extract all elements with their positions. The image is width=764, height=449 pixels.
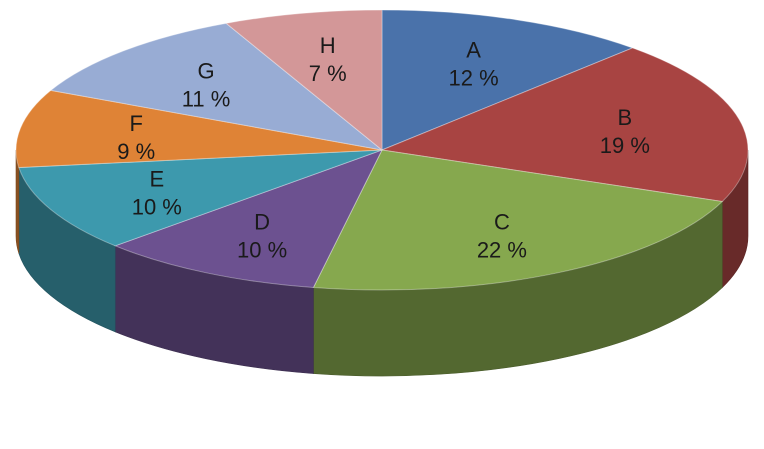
slice-label-f: F (129, 111, 142, 136)
pie-slice-f (15, 89, 383, 169)
slice-label-c: C (494, 209, 510, 234)
slice-value-g: 11 % (182, 87, 231, 112)
slice-label-g: G (197, 59, 214, 84)
slice-label-h: H (320, 33, 336, 58)
pie-slice-a (381, 9, 634, 151)
slice-label-e: E (149, 167, 164, 192)
slice-label-a: A (466, 37, 481, 62)
pie-slice-d (113, 149, 384, 289)
slice-label-d: D (254, 209, 270, 234)
pie-slice-b (380, 47, 749, 203)
pie-slice-c (312, 149, 724, 291)
pie-slice-e (18, 149, 383, 247)
pie-slice-h (225, 9, 383, 152)
slice-value-c: 22 % (477, 237, 527, 262)
slice-value-d: 10 % (237, 237, 287, 262)
pie-tops (15, 9, 749, 291)
pie-slice-g (49, 22, 383, 151)
slice-value-h: 7 % (309, 61, 347, 86)
slice-value-e: 10 % (132, 195, 182, 220)
slice-label-b: B (618, 105, 633, 130)
pie-sides (15, 149, 749, 377)
pie-labels: A 12 % B 19 % C 22 % D 10 % E 10 % F 9 % G 11 % H 7 % (117, 33, 650, 262)
slice-value-b: 19 % (600, 133, 650, 158)
slice-value-f: 9 % (117, 139, 155, 164)
slice-value-a: 12 % (449, 65, 499, 90)
